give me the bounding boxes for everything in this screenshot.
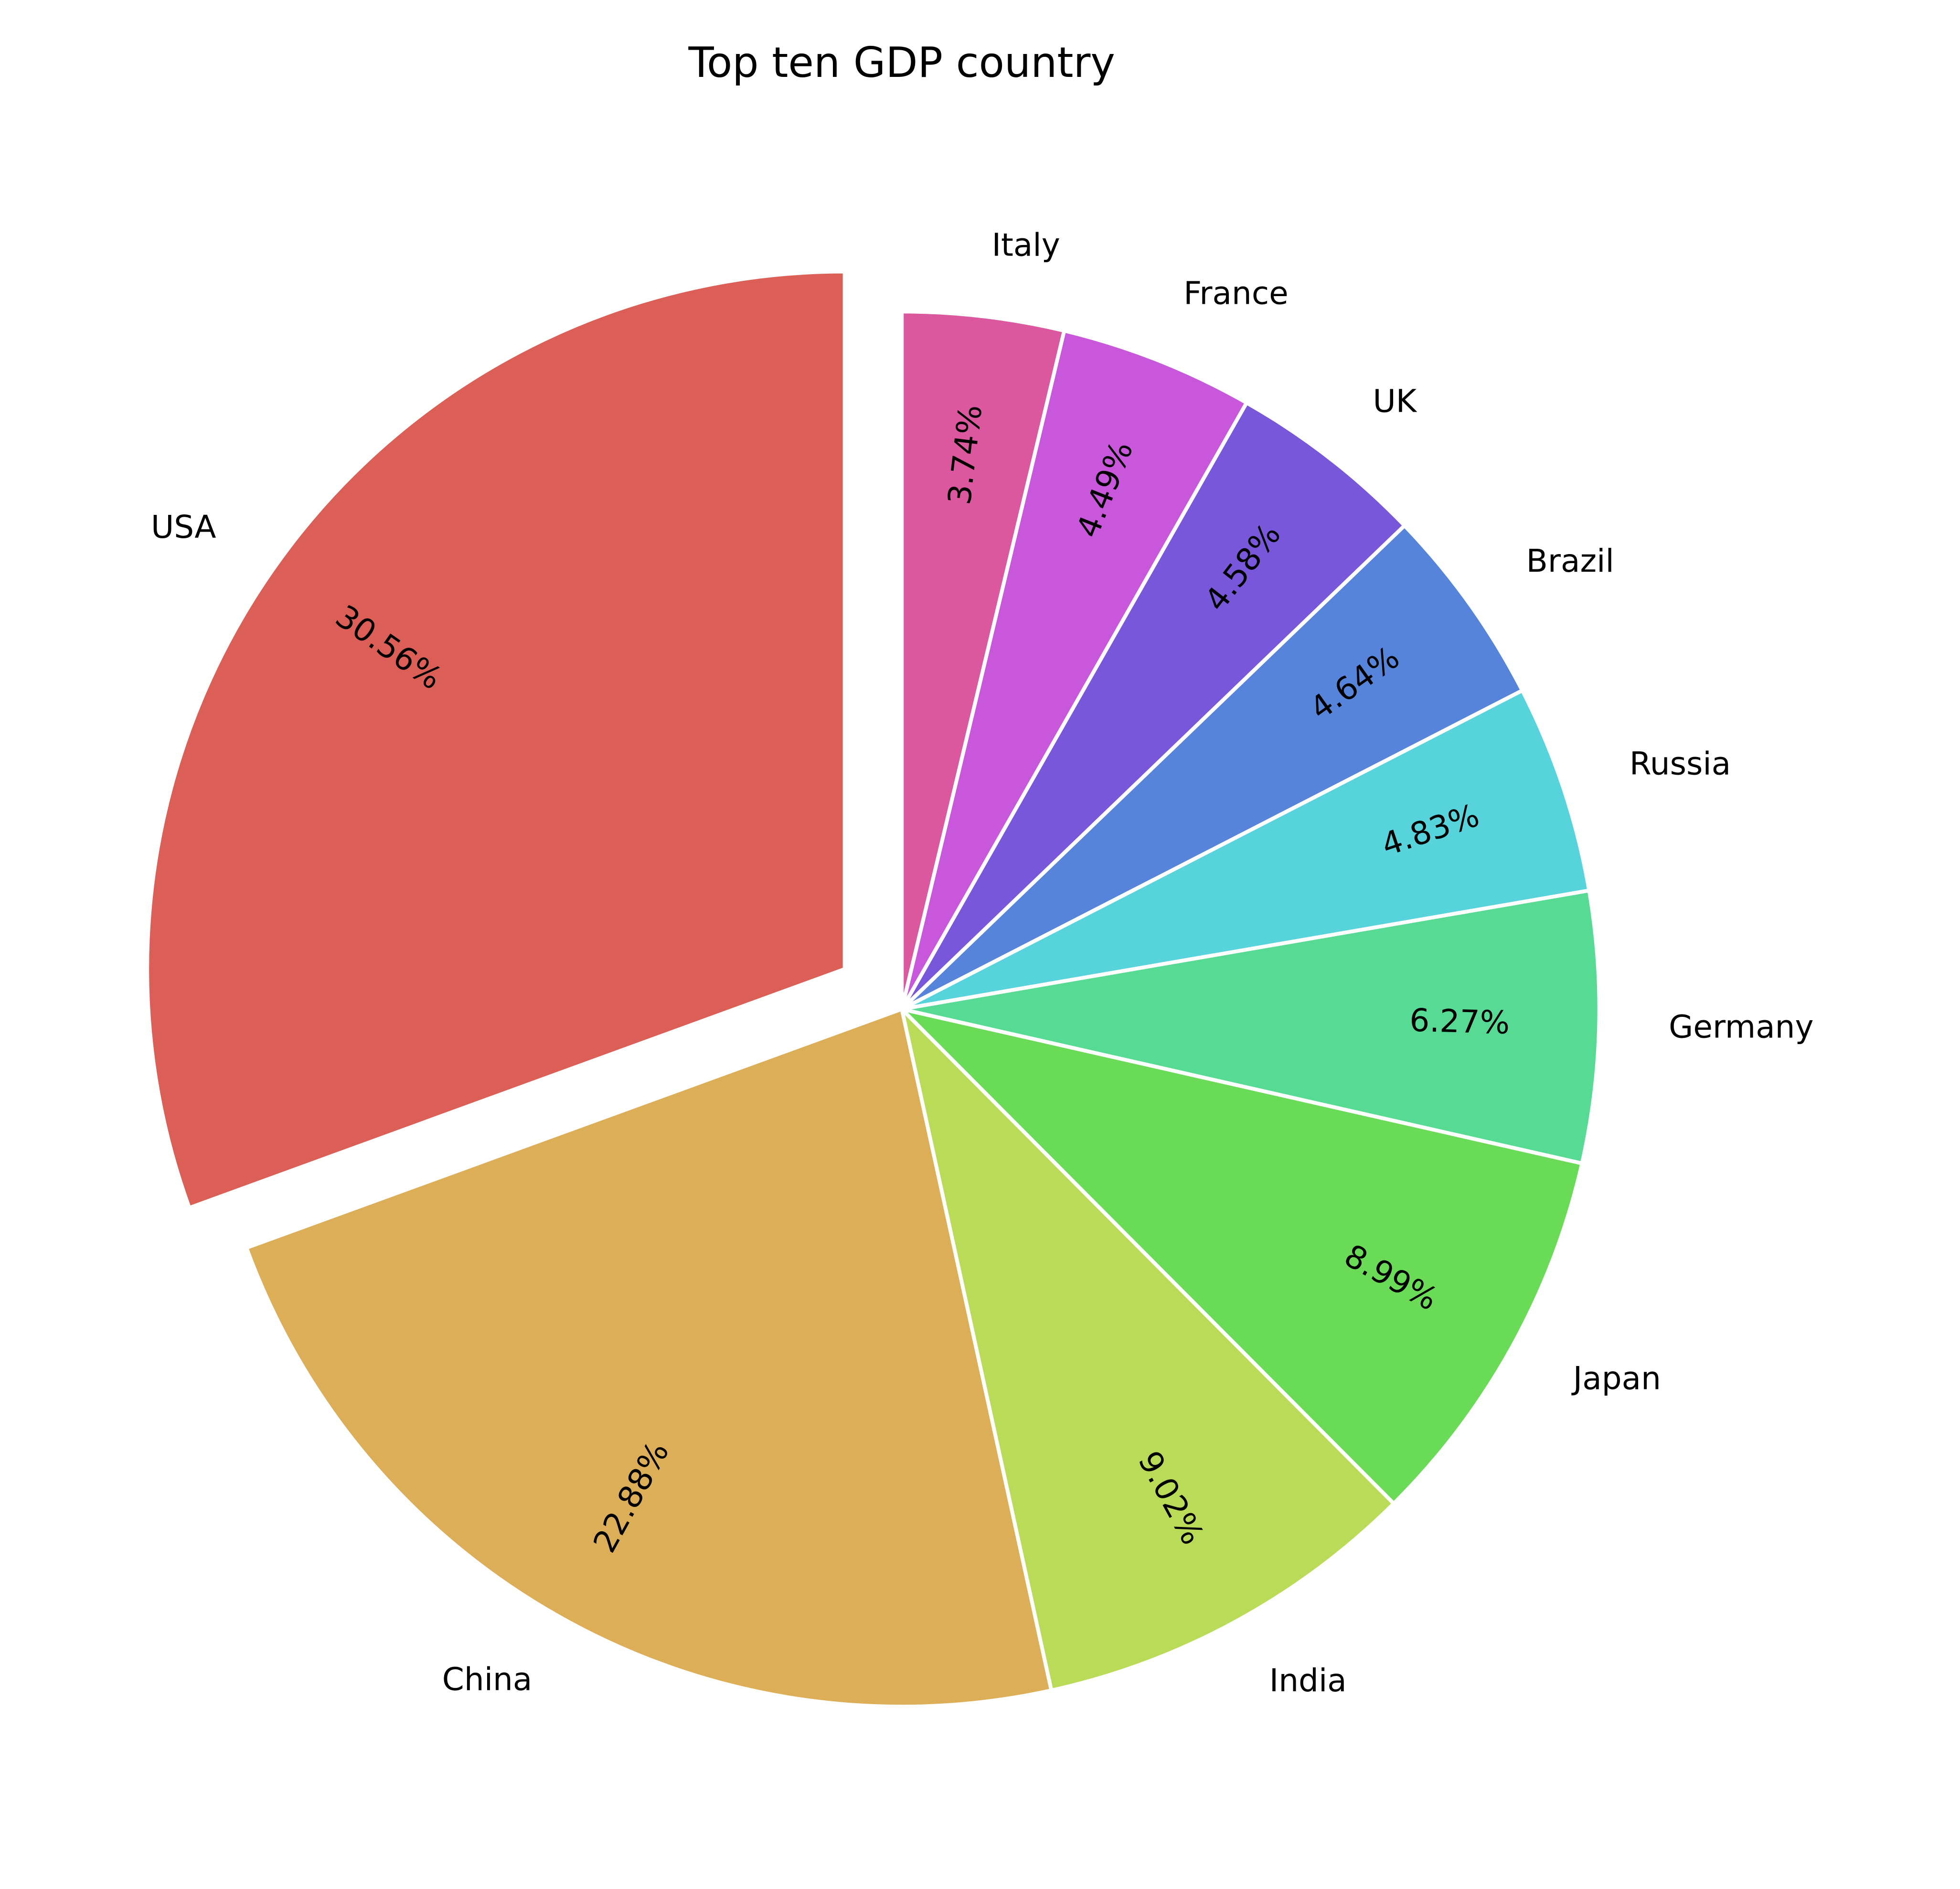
pie-wedge [145, 269, 847, 1210]
pie-wedge [900, 401, 1406, 1011]
slice-label: Germany [1669, 1009, 1813, 1046]
slice-label: France [1183, 275, 1289, 312]
slice-label: India [1269, 1662, 1347, 1699]
value-label: 6.27% [1409, 1002, 1510, 1041]
pie-wedge [900, 309, 1066, 1011]
pie-wedge [900, 1007, 1584, 1505]
slice-label: Russia [1630, 745, 1731, 782]
slice-label: UK [1373, 383, 1417, 420]
slice-label: China [442, 1661, 533, 1698]
pie-wedge [900, 1007, 1396, 1693]
slice-label: Italy [992, 226, 1060, 263]
slice-label: USA [151, 509, 216, 545]
slice-label: Japan [1571, 1360, 1661, 1397]
pie-wedge [900, 888, 1601, 1165]
pie-wedge [900, 329, 1249, 1011]
chart-title: Top ten GDP country [688, 38, 1115, 87]
pie-wedge [900, 688, 1591, 1011]
pie-wedge [245, 1007, 1054, 1709]
pie-wedge [900, 523, 1524, 1011]
slice-label: Brazil [1526, 543, 1614, 579]
